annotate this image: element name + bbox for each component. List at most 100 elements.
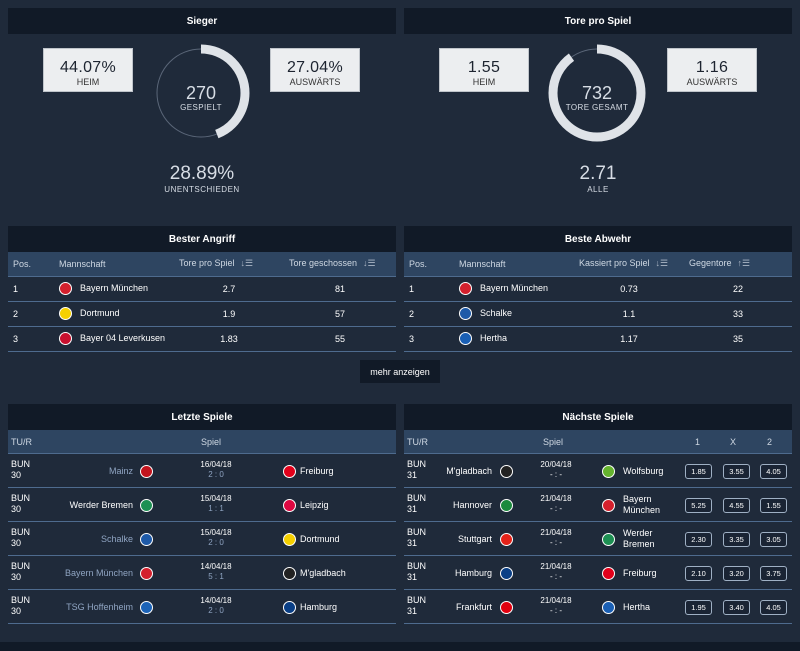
odds-away-button[interactable]: 3.05 (760, 532, 787, 547)
table-row[interactable]: 3 Hertha 1.17 35 (404, 326, 792, 352)
match-date: 21/04/18 (540, 528, 572, 537)
match-date-score: 16/04/18 2 : 0 (186, 460, 246, 480)
table-row[interactable]: 2 Dortmund 1.9 57 (8, 301, 396, 327)
away-team[interactable]: M'gladbach (300, 568, 346, 578)
away-team[interactable]: Hertha (623, 602, 651, 612)
team-name: Bayer 04 Leverkusen (80, 332, 166, 343)
home-team[interactable]: Stuttgart (457, 534, 492, 544)
home-team[interactable]: Mainz (108, 466, 133, 476)
odds-home-button[interactable]: 2.10 (685, 566, 712, 581)
match-row[interactable]: BUN 31 Frankfurt 21/04/18- : - Hertha 1.95 3.4… (404, 591, 792, 624)
away-crest-icon (283, 567, 296, 580)
rate-cell: 1.9 (174, 301, 284, 327)
match-row[interactable]: BUN 30 Bayern München 14/04/18 5 : 1 M'gladba… (8, 557, 396, 590)
mehr-anzeigen-button[interactable]: mehr anzeigen (360, 360, 440, 383)
match-row[interactable]: BUN 30 Mainz 16/04/18 2 : 0 Freiburg (8, 455, 396, 488)
home-team[interactable]: TSG Hoffenheim (66, 602, 133, 612)
away-team[interactable]: Leipzig (300, 500, 329, 510)
home-team[interactable]: Frankfurt (455, 602, 492, 612)
odds-draw-button[interactable]: 3.20 (723, 566, 750, 581)
odds-home-button[interactable]: 2.30 (685, 532, 712, 547)
total-cell: 33 (684, 301, 792, 327)
col-spiel: Spiel (201, 437, 222, 447)
home-team[interactable]: Schalke (100, 534, 133, 544)
away-crest-icon (602, 567, 615, 580)
home-team[interactable]: Hamburg (454, 568, 492, 578)
match-date: 15/04/18 (200, 528, 232, 537)
match-row[interactable]: BUN 31 Hamburg 21/04/18- : - Freiburg 2.10 3.2… (404, 557, 792, 590)
heim-win-pct: 44.07% (59, 59, 117, 76)
team-cell[interactable]: Dortmund (54, 301, 174, 327)
table-row[interactable]: 1 Bayern München 2.7 81 (8, 276, 396, 302)
rate-cell: 0.73 (574, 276, 684, 302)
tore-auswaerts-box: 1.16 AUSWÄRTS (667, 48, 757, 92)
match-date: 14/04/18 (200, 596, 232, 605)
rate-cell: 1.17 (574, 326, 684, 352)
table-row[interactable]: 2 Schalke 1.1 33 (404, 301, 792, 327)
team-cell[interactable]: Bayer 04 Leverkusen (54, 326, 174, 352)
odds-away-button[interactable]: 4.05 (760, 464, 787, 479)
away-team[interactable]: Werder Bremen (623, 528, 655, 549)
odds-draw-button[interactable]: 3.55 (723, 464, 750, 479)
away-team[interactable]: Dortmund (300, 534, 340, 544)
odds-home-button[interactable]: 1.85 (685, 464, 712, 479)
table-row[interactable]: 3 Bayer 04 Leverkusen 1.83 55 (8, 326, 396, 352)
match-score: - : - (550, 538, 562, 547)
away-team[interactable]: Bayern München (623, 494, 661, 515)
sort-icon[interactable]: ↓☰ (363, 258, 376, 269)
match-row[interactable]: BUN 30 Werder Bremen 15/04/18 1 : 1 Leipzig (8, 489, 396, 522)
match-row[interactable]: BUN 30 Schalke 15/04/18 2 : 0 Dortmund (8, 523, 396, 556)
unentschieden-pct: 28.89% (169, 163, 235, 184)
team-cell[interactable]: Schalke (454, 301, 574, 327)
away-team[interactable]: Freiburg (300, 466, 334, 476)
home-team[interactable]: M'gladbach (446, 466, 492, 476)
col-spiel: Spiel (543, 437, 564, 447)
col-tore-geschossen[interactable]: Tore geschossen ↓☰ (284, 252, 396, 277)
away-crest-icon (602, 601, 615, 614)
col-kassiert-pro-spiel[interactable]: Kassiert pro Spiel ↓☰ (574, 252, 684, 277)
competition-round: BUN 31 (407, 595, 426, 617)
tore-gesamt-stat: 732 TORE GESAMT (547, 83, 647, 113)
match-score: - : - (550, 504, 562, 513)
odds-home-button[interactable]: 5.25 (685, 498, 712, 513)
match-date: 21/04/18 (540, 494, 572, 503)
match-score: - : - (550, 572, 562, 581)
away-team[interactable]: Hamburg (300, 602, 338, 612)
sort-icon[interactable]: ↑☰ (737, 258, 751, 269)
home-team[interactable]: Bayern München (64, 568, 133, 578)
auswaerts-win-pct: 27.04% (286, 59, 344, 76)
competition: BUN (11, 595, 31, 605)
odds-away-button[interactable]: 3.75 (760, 566, 787, 581)
odds-draw-button[interactable]: 3.40 (723, 600, 750, 615)
team-cell[interactable]: Bayern München (54, 276, 174, 302)
competition: BUN (11, 493, 31, 503)
sieger-title: Sieger (8, 8, 396, 34)
match-score: - : - (550, 606, 562, 615)
away-team[interactable]: Freiburg (623, 568, 657, 578)
odds-draw-button[interactable]: 4.55 (723, 498, 750, 513)
sort-icon[interactable]: ↓☰ (240, 258, 254, 269)
home-team[interactable]: Hannover (452, 500, 492, 510)
odds-away-button[interactable]: 4.05 (760, 600, 787, 615)
team-cell[interactable]: Bayern München (454, 276, 574, 302)
away-team[interactable]: Wolfsburg (623, 466, 664, 476)
match-row[interactable]: BUN 31 Hannover 21/04/18- : - Bayern München… (404, 489, 792, 522)
team-cell[interactable]: Hertha (454, 326, 574, 352)
home-team[interactable]: Werder Bremen (69, 500, 133, 510)
home-crest-icon (140, 601, 153, 614)
sort-icon[interactable]: ↓☰ (655, 258, 669, 269)
match-row[interactable]: BUN 30 TSG Hoffenheim 14/04/18 2 : 0 Hamburg (8, 591, 396, 624)
tore-auswaerts-label: AUSWÄRTS (686, 77, 738, 87)
col-gegentore[interactable]: Gegentore ↑☰ (684, 252, 792, 277)
away-crest-icon (602, 533, 615, 546)
team-name: Dortmund (80, 307, 120, 318)
match-row[interactable]: BUN 31 M'gladbach 20/04/18- : - Wolfsburg 1.8… (404, 455, 792, 488)
odds-away-button[interactable]: 1.55 (760, 498, 787, 513)
odds-home-button[interactable]: 1.95 (685, 600, 712, 615)
away-crest-icon (602, 499, 615, 512)
odds-draw-button[interactable]: 3.35 (723, 532, 750, 547)
total-cell: 35 (684, 326, 792, 352)
table-row[interactable]: 1 Bayern München 0.73 22 (404, 276, 792, 302)
col-tore-pro-spiel[interactable]: Tore pro Spiel ↓☰ (174, 252, 284, 277)
match-row[interactable]: BUN 31 Stuttgart 21/04/18- : - Werder Bremen… (404, 523, 792, 556)
